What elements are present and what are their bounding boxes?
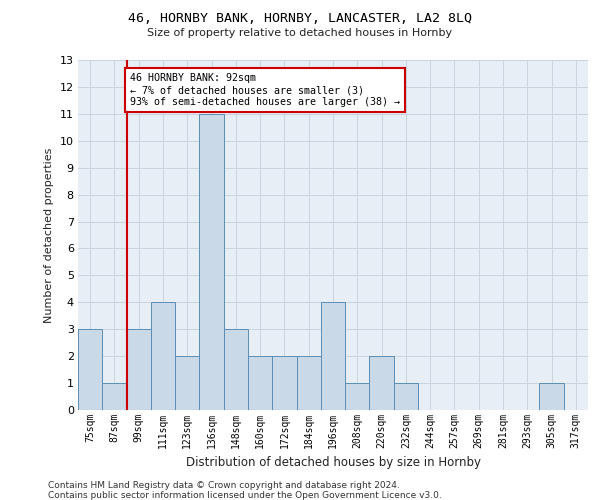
Bar xyxy=(127,329,151,410)
X-axis label: Distribution of detached houses by size in Hornby: Distribution of detached houses by size … xyxy=(185,456,481,469)
Y-axis label: Number of detached properties: Number of detached properties xyxy=(44,148,54,322)
Bar xyxy=(370,356,394,410)
Bar xyxy=(296,356,321,410)
Bar xyxy=(102,383,127,410)
Bar xyxy=(199,114,224,410)
Text: Size of property relative to detached houses in Hornby: Size of property relative to detached ho… xyxy=(148,28,452,38)
Text: 46 HORNBY BANK: 92sqm
← 7% of detached houses are smaller (3)
93% of semi-detach: 46 HORNBY BANK: 92sqm ← 7% of detached h… xyxy=(130,74,400,106)
Bar xyxy=(175,356,199,410)
Bar xyxy=(272,356,296,410)
Bar xyxy=(394,383,418,410)
Bar xyxy=(321,302,345,410)
Bar xyxy=(248,356,272,410)
Bar xyxy=(224,329,248,410)
Bar xyxy=(151,302,175,410)
Text: Contains HM Land Registry data © Crown copyright and database right 2024.: Contains HM Land Registry data © Crown c… xyxy=(48,481,400,490)
Bar xyxy=(345,383,370,410)
Text: 46, HORNBY BANK, HORNBY, LANCASTER, LA2 8LQ: 46, HORNBY BANK, HORNBY, LANCASTER, LA2 … xyxy=(128,12,472,26)
Bar xyxy=(78,329,102,410)
Bar xyxy=(539,383,564,410)
Text: Contains public sector information licensed under the Open Government Licence v3: Contains public sector information licen… xyxy=(48,491,442,500)
